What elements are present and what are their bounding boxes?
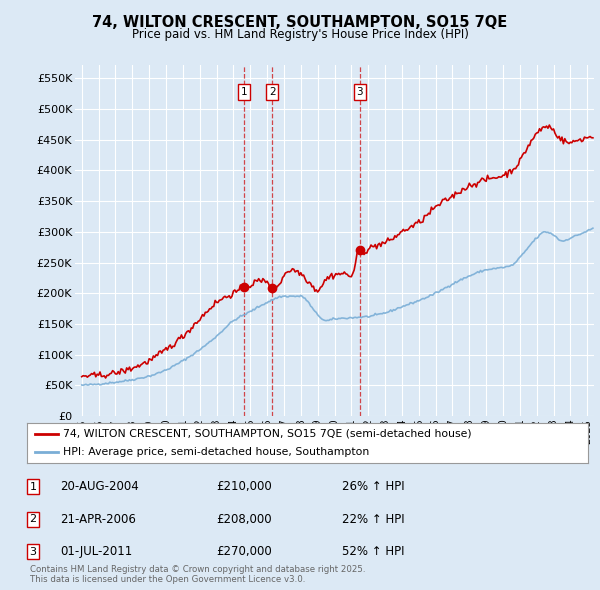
Text: £208,000: £208,000 (216, 513, 272, 526)
Text: 20-AUG-2004: 20-AUG-2004 (60, 480, 139, 493)
Text: 52% ↑ HPI: 52% ↑ HPI (342, 545, 404, 558)
Text: 74, WILTON CRESCENT, SOUTHAMPTON, SO15 7QE: 74, WILTON CRESCENT, SOUTHAMPTON, SO15 7… (92, 15, 508, 30)
Text: 2: 2 (269, 87, 275, 97)
Text: 2: 2 (29, 514, 37, 524)
Text: £210,000: £210,000 (216, 480, 272, 493)
Text: Contains HM Land Registry data © Crown copyright and database right 2025.
This d: Contains HM Land Registry data © Crown c… (30, 565, 365, 584)
Text: 22% ↑ HPI: 22% ↑ HPI (342, 513, 404, 526)
Text: 3: 3 (356, 87, 363, 97)
Text: 1: 1 (241, 87, 247, 97)
Text: 21-APR-2006: 21-APR-2006 (60, 513, 136, 526)
Text: 26% ↑ HPI: 26% ↑ HPI (342, 480, 404, 493)
Text: 01-JUL-2011: 01-JUL-2011 (60, 545, 132, 558)
Text: Price paid vs. HM Land Registry's House Price Index (HPI): Price paid vs. HM Land Registry's House … (131, 28, 469, 41)
Text: HPI: Average price, semi-detached house, Southampton: HPI: Average price, semi-detached house,… (64, 447, 370, 457)
Text: 1: 1 (29, 482, 37, 491)
Text: £270,000: £270,000 (216, 545, 272, 558)
Text: 3: 3 (29, 547, 37, 556)
Text: 74, WILTON CRESCENT, SOUTHAMPTON, SO15 7QE (semi-detached house): 74, WILTON CRESCENT, SOUTHAMPTON, SO15 7… (64, 429, 472, 439)
